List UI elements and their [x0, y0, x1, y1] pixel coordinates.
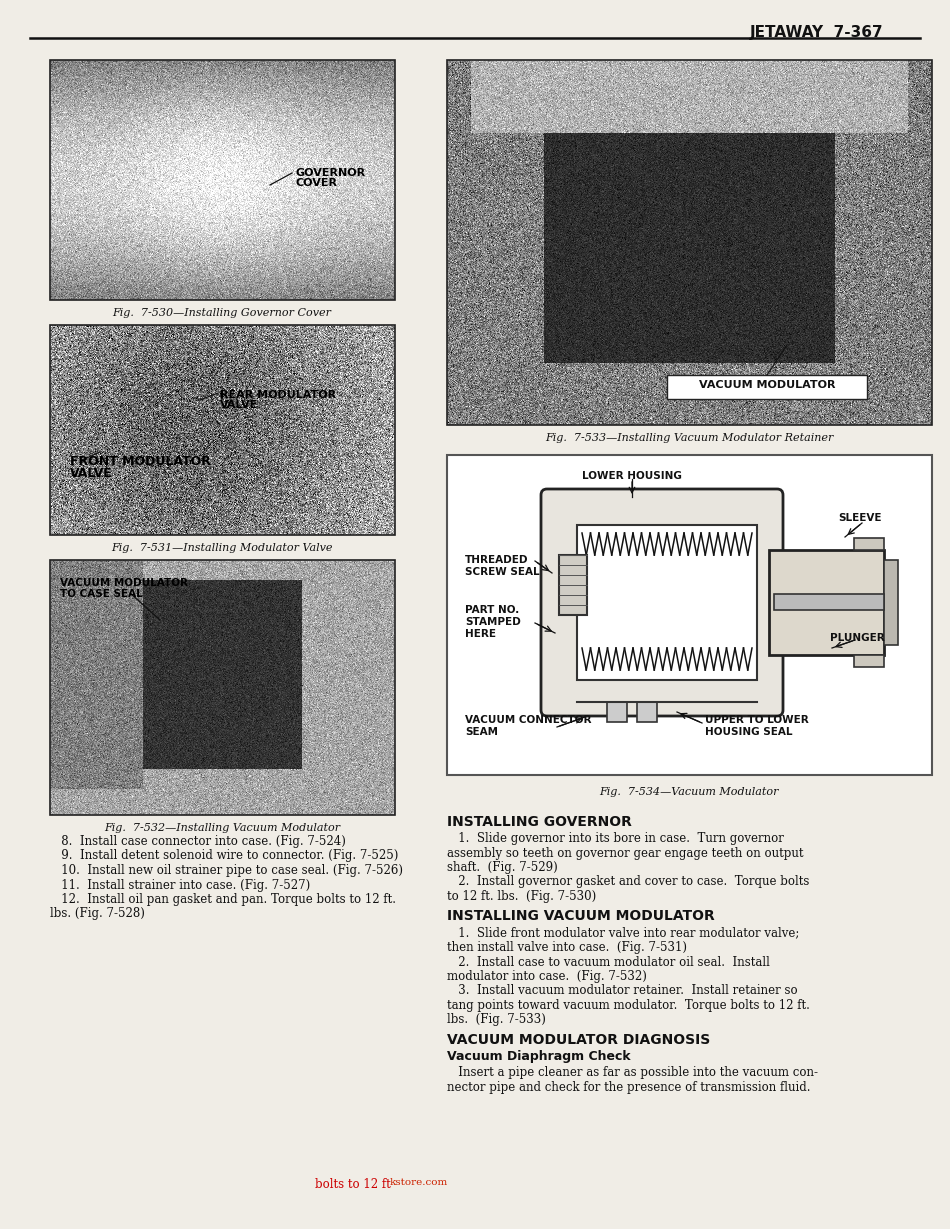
Text: SLEEVE: SLEEVE: [839, 512, 882, 524]
FancyBboxPatch shape: [541, 489, 783, 717]
Text: STAMPED: STAMPED: [465, 617, 521, 627]
Text: SCREW SEAL: SCREW SEAL: [465, 567, 540, 576]
Text: 2.  Install governor gasket and cover to case.  Torque bolts: 2. Install governor gasket and cover to …: [447, 875, 809, 889]
Bar: [607, 702, 627, 721]
Text: modulator into case.  (Fig. 7-532): modulator into case. (Fig. 7-532): [447, 970, 647, 983]
Text: GOVERNOR: GOVERNOR: [295, 168, 365, 178]
Text: then install valve into case.  (Fig. 7-531): then install valve into case. (Fig. 7-53…: [447, 941, 687, 954]
Bar: [769, 551, 884, 655]
Text: 11.  Install strainer into case. (Fig. 7-527): 11. Install strainer into case. (Fig. 7-…: [50, 879, 311, 891]
Text: VACUUM CONNECTOR: VACUUM CONNECTOR: [465, 715, 592, 725]
Text: VACUUM MODULATOR: VACUUM MODULATOR: [699, 380, 835, 390]
Text: HOUSING SEAL: HOUSING SEAL: [705, 728, 792, 737]
Text: bolts to 12 ft: bolts to 12 ft: [315, 1179, 390, 1191]
Text: VALVE: VALVE: [70, 467, 113, 481]
Text: Fig.  7-533—Installing Vacuum Modulator Retainer: Fig. 7-533—Installing Vacuum Modulator R…: [544, 433, 833, 442]
Text: INSTALLING VACUUM MODULATOR: INSTALLING VACUUM MODULATOR: [447, 909, 714, 923]
Bar: [559, 556, 587, 614]
Text: 9.  Install detent solenoid wire to connector. (Fig. 7-525): 9. Install detent solenoid wire to conne…: [50, 849, 398, 863]
Text: Fig.  7-531—Installing Modulator Valve: Fig. 7-531—Installing Modulator Valve: [111, 543, 332, 553]
Text: 1.  Slide governor into its bore in case.  Turn governor: 1. Slide governor into its bore in case.…: [447, 832, 784, 846]
Text: tang points toward vacuum modulator.  Torque bolts to 12 ft.: tang points toward vacuum modulator. Tor…: [447, 999, 809, 1011]
Text: nector pipe and check for the presence of transmission fluid.: nector pipe and check for the presence o…: [447, 1080, 810, 1094]
Text: 8.  Install case connector into case. (Fig. 7-524): 8. Install case connector into case. (Fi…: [50, 834, 346, 848]
Text: 2.  Install case to vacuum modulator oil seal.  Install: 2. Install case to vacuum modulator oil …: [447, 955, 770, 968]
Bar: [667, 375, 867, 399]
Text: 12.  Install oil pan gasket and pan. Torque bolts to 12 ft.: 12. Install oil pan gasket and pan. Torq…: [50, 893, 396, 906]
Text: 3.  Install vacuum modulator retainer.  Install retainer so: 3. Install vacuum modulator retainer. In…: [447, 984, 798, 998]
Text: PART NO.: PART NO.: [465, 605, 520, 614]
Text: UPPER TO LOWER: UPPER TO LOWER: [705, 715, 808, 725]
Text: VACUUM MODULATOR DIAGNOSIS: VACUUM MODULATOR DIAGNOSIS: [447, 1034, 711, 1047]
Text: SEAM: SEAM: [465, 728, 498, 737]
Text: INSTALLING GOVERNOR: INSTALLING GOVERNOR: [447, 815, 632, 830]
Text: THREADED: THREADED: [465, 556, 528, 565]
Text: VACUUM MODULATOR: VACUUM MODULATOR: [60, 578, 188, 587]
Text: LOWER HOUSING: LOWER HOUSING: [582, 471, 682, 481]
Text: HERE: HERE: [465, 629, 496, 639]
Bar: [854, 538, 884, 551]
Bar: [50, 60, 395, 300]
Text: Fig.  7-534—Vacuum Modulator: Fig. 7-534—Vacuum Modulator: [599, 787, 779, 796]
Bar: [50, 324, 395, 535]
Bar: [577, 525, 757, 680]
Text: to 12 ft. lbs.  (Fig. 7-530): to 12 ft. lbs. (Fig. 7-530): [447, 890, 597, 903]
Bar: [884, 560, 898, 645]
Text: VALVE: VALVE: [220, 399, 258, 410]
Bar: [637, 702, 657, 721]
Text: lbs.  (Fig. 7-533): lbs. (Fig. 7-533): [447, 1014, 546, 1026]
Text: FRONT MODULATOR: FRONT MODULATOR: [70, 455, 211, 468]
Bar: [50, 560, 395, 815]
Text: TO CASE SEAL: TO CASE SEAL: [60, 589, 142, 599]
Text: assembly so teeth on governor gear engage teeth on output: assembly so teeth on governor gear engag…: [447, 847, 804, 859]
Text: Fig.  7-530—Installing Governor Cover: Fig. 7-530—Installing Governor Cover: [112, 308, 332, 318]
Text: 1.  Slide front modulator valve into rear modulator valve;: 1. Slide front modulator valve into rear…: [447, 927, 799, 939]
Text: JETAWAY  7-367: JETAWAY 7-367: [750, 25, 884, 41]
Text: COVER: COVER: [295, 178, 337, 188]
Bar: [447, 455, 932, 775]
Text: Fig.  7-532—Installing Vacuum Modulator: Fig. 7-532—Installing Vacuum Modulator: [104, 823, 340, 833]
Text: PLUNGER: PLUNGER: [830, 633, 885, 643]
Text: lbs. (Fig. 7-528): lbs. (Fig. 7-528): [50, 907, 144, 921]
Text: Vacuum Diaphragm Check: Vacuum Diaphragm Check: [447, 1050, 631, 1063]
Text: Insert a pipe cleaner as far as possible into the vacuum con-: Insert a pipe cleaner as far as possible…: [447, 1066, 818, 1079]
Text: REAR MODULATOR: REAR MODULATOR: [220, 390, 336, 399]
Bar: [774, 594, 884, 610]
Bar: [447, 60, 932, 425]
Text: shaft.  (Fig. 7-529): shaft. (Fig. 7-529): [447, 862, 558, 874]
Text: 10.  Install new oil strainer pipe to case seal. (Fig. 7-526): 10. Install new oil strainer pipe to cas…: [50, 864, 403, 878]
Bar: [854, 655, 884, 667]
Text: kstore.com: kstore.com: [390, 1179, 448, 1187]
